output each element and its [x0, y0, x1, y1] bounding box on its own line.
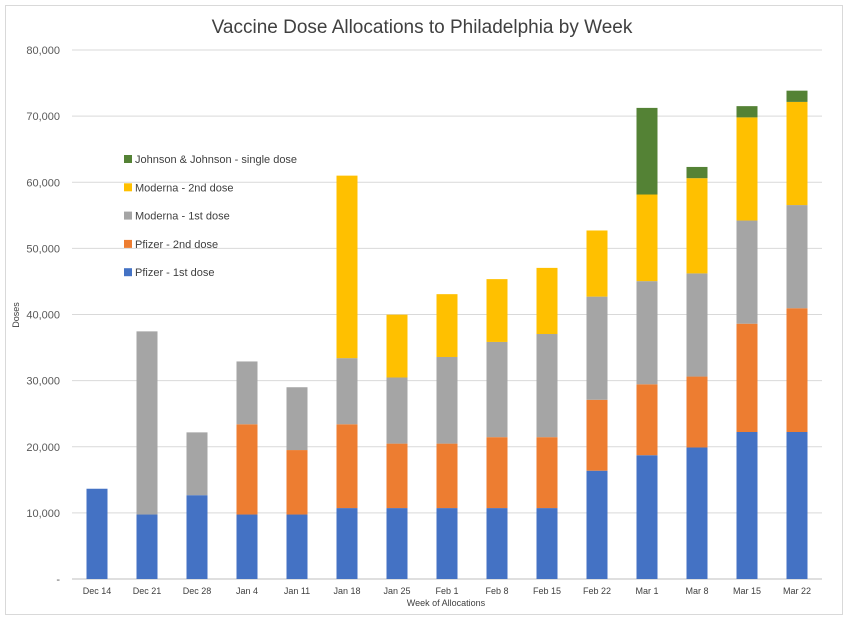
bars — [86, 90, 808, 579]
bar-segment — [436, 356, 458, 444]
y-tick-label: - — [56, 574, 60, 586]
bar-segment — [786, 205, 808, 309]
x-tick-label: Mar 22 — [783, 586, 811, 596]
x-tick-label: Mar 1 — [635, 586, 658, 596]
x-axis-label: Week of Allocations — [407, 598, 486, 608]
bar-segment — [186, 432, 208, 496]
bar-segment — [586, 470, 608, 579]
bar-segment — [486, 508, 508, 579]
bar-segment — [736, 117, 758, 221]
x-tick-label: Jan 25 — [383, 586, 410, 596]
x-tick-label: Feb 1 — [435, 586, 458, 596]
bar-segment — [386, 443, 408, 509]
legend-label: Moderna - 1st dose — [135, 211, 230, 223]
x-axis-ticks: Dec 14 Dec 21 Dec 28 Jan 4 Jan 11 Jan 18 Jan 2… — [83, 586, 811, 596]
bar-segment — [436, 508, 458, 579]
legend-label: Pfizer - 2nd dose — [135, 239, 218, 251]
x-tick-label: Mar 15 — [733, 586, 761, 596]
bar-segment — [236, 361, 258, 425]
bar-segment — [136, 331, 158, 515]
bar-segment — [536, 437, 558, 509]
bar-segment — [436, 294, 458, 357]
bar-segment — [536, 334, 558, 438]
bar-segment — [786, 432, 808, 579]
legend: Johnson & Johnson - single dose Moderna -… — [124, 154, 297, 279]
bar-segment — [586, 296, 608, 400]
y-tick-label: 50,000 — [26, 243, 60, 255]
bar-segment — [186, 495, 208, 579]
bar-segment — [486, 341, 508, 438]
x-tick-label: Jan 4 — [236, 586, 258, 596]
y-axis-ticks: - 10,000 20,000 30,000 40,000 50,000 60,000 70,… — [26, 45, 60, 586]
bar-segment — [686, 166, 708, 179]
legend-swatch — [124, 183, 132, 192]
bar-segment — [536, 508, 558, 579]
bar-segment — [336, 508, 358, 579]
chart-title: Vaccine Dose Allocations to Philadelphia… — [212, 17, 633, 38]
bar-segment — [336, 424, 358, 509]
bar-segment — [286, 514, 308, 579]
bar-segment — [136, 514, 158, 579]
legend-label: Pfizer - 1st dose — [135, 267, 214, 279]
legend-swatch — [124, 211, 132, 220]
bar-segment — [436, 443, 458, 509]
bar-segment — [386, 314, 408, 378]
x-tick-label: Mar 8 — [685, 586, 708, 596]
bar-segment — [736, 323, 758, 433]
bar-segment — [386, 377, 408, 444]
legend-swatch — [124, 155, 132, 163]
bar-segment — [636, 194, 658, 282]
legend-swatch — [124, 268, 132, 277]
bar-segment — [636, 281, 658, 385]
bar-segment — [736, 220, 758, 324]
y-axis-label: Doses — [11, 302, 21, 328]
bar-segment — [736, 432, 758, 579]
bar-segment — [636, 384, 658, 456]
x-tick-label: Dec 21 — [133, 586, 162, 596]
y-tick-label: 30,000 — [26, 376, 60, 388]
x-tick-label: Feb 8 — [485, 586, 508, 596]
bar-segment — [336, 175, 358, 359]
bar-segment — [586, 399, 608, 471]
legend-label: Moderna - 2nd dose — [135, 182, 233, 194]
x-tick-label: Jan 11 — [284, 586, 310, 596]
bar-segment — [636, 107, 658, 195]
bar-segment — [86, 488, 108, 579]
bar-segment — [586, 230, 608, 297]
bar-segment — [286, 387, 308, 451]
x-tick-label: Feb 22 — [583, 586, 611, 596]
bar-segment — [386, 508, 408, 579]
bar-segment — [286, 450, 308, 515]
legend-swatch — [124, 239, 132, 248]
bar-segment — [786, 101, 808, 206]
bar-segment — [486, 279, 508, 342]
bar-segment — [636, 455, 658, 579]
bar-segment — [536, 267, 558, 335]
bar-segment — [736, 106, 758, 118]
x-tick-label: Feb 15 — [533, 586, 561, 596]
bar-segment — [486, 437, 508, 509]
y-tick-label: 70,000 — [26, 111, 60, 123]
bar-segment — [236, 514, 258, 579]
bar-segment — [236, 424, 258, 515]
y-tick-label: 40,000 — [26, 310, 60, 322]
bar-segment — [786, 90, 808, 102]
bar-segment — [686, 447, 708, 579]
x-tick-label: Dec 28 — [183, 586, 212, 596]
bar-segment — [686, 273, 708, 377]
y-tick-label: 60,000 — [26, 177, 60, 189]
legend-label: Johnson & Johnson - single dose — [135, 154, 297, 166]
bar-segment — [336, 358, 358, 425]
bar-segment — [686, 178, 708, 274]
x-tick-label: Jan 18 — [333, 586, 360, 596]
y-tick-label: 80,000 — [26, 45, 60, 57]
y-tick-label: 20,000 — [26, 442, 60, 454]
bar-segment — [686, 376, 708, 448]
y-tick-label: 10,000 — [26, 508, 60, 520]
x-tick-label: Dec 14 — [83, 586, 112, 596]
bar-segment — [786, 308, 808, 433]
